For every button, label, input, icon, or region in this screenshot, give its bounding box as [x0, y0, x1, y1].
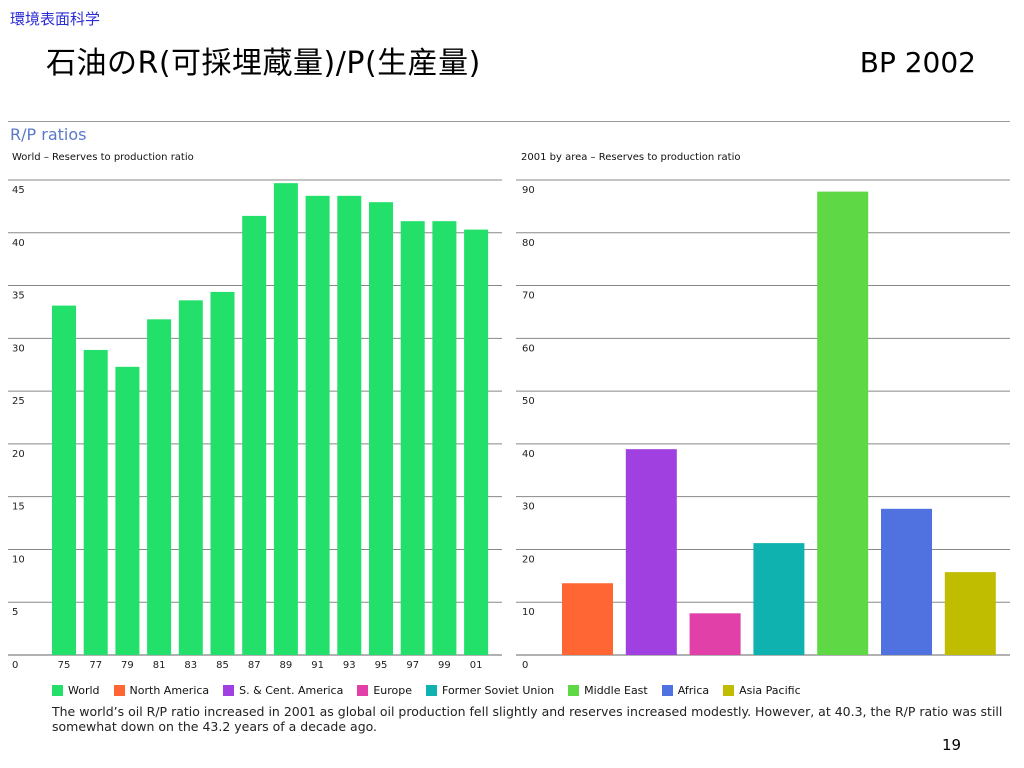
x-tick-label: 99	[438, 660, 451, 671]
course-name: 環境表面科学	[10, 10, 101, 28]
bar	[83, 349, 108, 655]
legend-item: World	[52, 684, 100, 697]
y-tick-label: 15	[12, 502, 25, 513]
legend-label: Former Soviet Union	[442, 684, 555, 697]
bar	[369, 202, 393, 655]
y-tick-label: 70	[522, 291, 535, 302]
slide-title: 石油のR(可採埋蔵量)/P(生産量)	[46, 46, 481, 81]
y-tick-label: 40	[12, 238, 25, 249]
legend-swatch	[568, 685, 580, 696]
bar	[337, 195, 362, 656]
bar	[944, 572, 996, 655]
legend-swatch	[723, 685, 735, 696]
y-tick-label: 40	[522, 449, 535, 460]
chart-legend: World North America S. & Cent. America Euro…	[52, 684, 815, 697]
x-tick-label: 93	[343, 660, 356, 671]
y-tick-label: 0	[522, 660, 528, 671]
bar	[400, 221, 425, 655]
legend-label: North America	[129, 684, 210, 697]
legend-item: Africa	[661, 684, 710, 697]
bar	[464, 229, 489, 655]
y-tick-label: 25	[12, 396, 25, 407]
legend-item: Former Soviet Union	[426, 684, 554, 697]
page-number: 19	[942, 736, 962, 754]
x-tick-label: 89	[280, 660, 293, 671]
x-tick-label: 91	[311, 660, 324, 671]
legend-label: Asia Pacific	[739, 684, 801, 697]
y-tick-label: 10	[522, 607, 535, 618]
chart-caption: The world’s oil R/P ratio increased in 2…	[52, 704, 1003, 734]
x-tick-label: 97	[406, 660, 419, 671]
x-tick-label: 85	[216, 660, 229, 671]
y-tick-label: 20	[12, 449, 25, 460]
bar	[689, 613, 741, 655]
legend-label: Middle East	[584, 684, 648, 697]
y-tick-label: 10	[12, 554, 25, 565]
bar	[147, 319, 172, 655]
y-tick-label: 5	[12, 607, 18, 618]
bar	[242, 215, 267, 655]
legend-label: S. & Cent. America	[239, 684, 344, 697]
y-tick-label: 20	[522, 554, 535, 565]
section-title: R/P ratios	[10, 125, 87, 144]
legend-item: Asia Pacific	[723, 684, 801, 697]
y-tick-label: 60	[522, 343, 535, 354]
bar	[562, 583, 613, 655]
bar	[625, 449, 677, 655]
y-tick-label: 45	[12, 185, 25, 196]
x-tick-label: 95	[375, 660, 388, 671]
y-tick-label: 0	[12, 660, 18, 671]
legend-label: World	[68, 684, 100, 697]
divider-line	[8, 121, 1010, 122]
legend-swatch	[52, 685, 63, 696]
bar	[115, 366, 140, 655]
y-tick-label: 30	[522, 502, 535, 513]
legend-item: Middle East	[568, 684, 648, 697]
legend-item: S. & Cent. America	[223, 684, 343, 697]
bar	[753, 543, 805, 655]
legend-label: Africa	[677, 684, 710, 697]
left-chart-title: World – Reserves to production ratio	[12, 152, 194, 163]
world-rp-chart: 0 5 10 15 20 25 30 35 40 45 75 77 79 81 83 85 87 89 91 93 95…	[8, 179, 502, 671]
x-tick-label: 77	[89, 660, 102, 671]
x-tick-label: 01	[470, 660, 483, 671]
y-tick-label: 35	[12, 291, 25, 302]
legend-swatch	[113, 685, 125, 696]
bar	[178, 300, 203, 655]
y-tick-label: 90	[522, 185, 535, 196]
legend-swatch	[661, 685, 673, 696]
bar	[52, 305, 76, 655]
source-label: BP 2002	[859, 46, 976, 79]
right-chart-title: 2001 by area – Reserves to production ra…	[521, 152, 741, 163]
bar	[210, 291, 235, 655]
legend-item: North America	[113, 684, 210, 697]
legend-swatch	[426, 685, 438, 696]
x-tick-label: 81	[153, 660, 166, 671]
bar	[273, 183, 298, 655]
x-tick-label: 79	[121, 660, 134, 671]
legend-item: Europe	[357, 684, 412, 697]
y-tick-label: 50	[522, 396, 535, 407]
x-tick-label: 75	[58, 660, 71, 671]
bar	[305, 195, 330, 656]
legend-swatch	[357, 685, 369, 696]
area-rp-chart: 0 10 20 30 40 50 60 70 80 90	[516, 179, 1010, 671]
bar	[432, 221, 457, 655]
y-tick-label: 30	[12, 343, 25, 354]
x-tick-label: 83	[184, 660, 197, 671]
bar	[881, 508, 932, 655]
bar	[817, 191, 869, 655]
y-tick-label: 80	[522, 238, 535, 249]
legend-swatch	[223, 685, 235, 696]
x-tick-label: 87	[248, 660, 261, 671]
legend-label: Europe	[373, 684, 413, 697]
